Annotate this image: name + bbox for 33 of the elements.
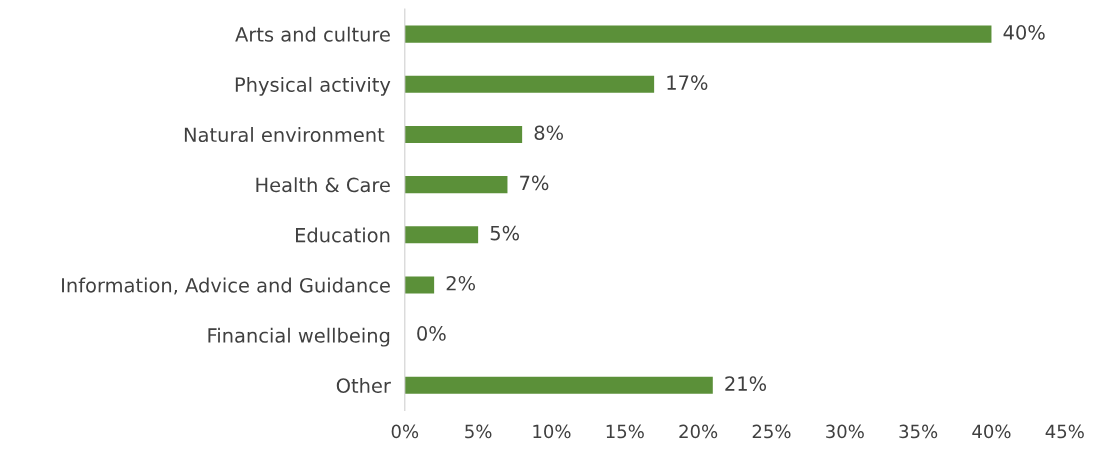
bar xyxy=(404,226,479,244)
y-tick-label: Arts and culture xyxy=(235,26,390,42)
x-tick-label: 40% xyxy=(972,424,1011,439)
x-tick-label: 10% xyxy=(533,424,571,439)
x-tick-label: 0% xyxy=(391,424,419,439)
bar xyxy=(404,176,508,194)
data-label: 21% xyxy=(725,376,767,391)
bar xyxy=(404,276,435,294)
bar xyxy=(404,25,992,43)
bar xyxy=(404,125,523,143)
y-tick-label: Other xyxy=(336,377,391,393)
bar xyxy=(404,376,713,394)
data-label: 8% xyxy=(534,125,564,141)
y-tick-label: Health & Care xyxy=(256,177,390,193)
y-tick-label: Education xyxy=(296,227,390,243)
x-tick-label: 30% xyxy=(826,424,864,439)
data-label: 40% xyxy=(1003,25,1045,40)
x-tick-label: 25% xyxy=(752,424,791,439)
y-tick-label: Natural environment xyxy=(184,127,385,143)
data-label: 2% xyxy=(446,275,476,291)
data-label: 5% xyxy=(490,225,520,241)
data-label: 0% xyxy=(417,326,446,341)
data-label: 17% xyxy=(667,75,708,90)
x-tick-label: 35% xyxy=(899,424,938,439)
x-tick-label: 5% xyxy=(465,424,492,439)
bar xyxy=(404,75,655,93)
x-tick-label: 45% xyxy=(1045,424,1084,439)
x-tick-label: 15% xyxy=(606,424,644,439)
y-tick-label: Financial wellbeing xyxy=(208,327,390,347)
x-tick-label: 20% xyxy=(679,424,718,439)
y-tick-label: Physical activity xyxy=(235,76,391,96)
y-tick-label: Information, Advice and Guidance xyxy=(62,277,390,295)
data-label: 7% xyxy=(520,175,549,191)
